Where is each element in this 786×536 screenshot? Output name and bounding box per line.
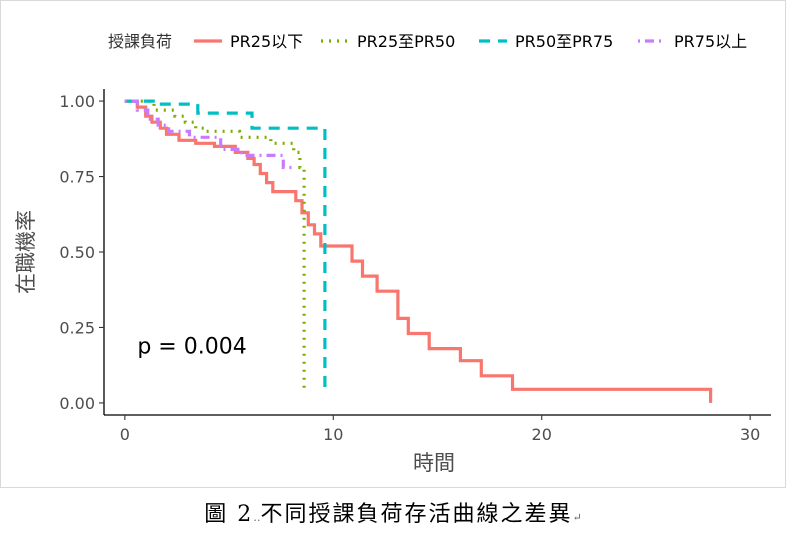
y-tick-label: 0.50 <box>59 243 95 262</box>
series-line-2 <box>124 99 306 391</box>
figure-number: 圖 2 <box>204 502 254 527</box>
caption-text: 不同授課負荷存活曲線之差異 <box>260 502 573 527</box>
series-line-3 <box>124 99 327 394</box>
y-tick-label: 0.75 <box>59 168 95 187</box>
x-axis-title: 時間 <box>413 451 455 475</box>
survival-chart: 授課負荷 PR25以下 PR25至PR50 PR50至PR75 PR75以上 0.00… <box>14 32 771 475</box>
chart-frame: 授課負荷 PR25以下 PR25至PR50 PR50至PR75 PR75以上 0.00… <box>0 0 786 488</box>
y-tick-label: 1.00 <box>59 92 95 111</box>
series-line-4 <box>124 99 292 170</box>
y-axis-title: 在職機率 <box>14 210 38 294</box>
x-tick-label: 20 <box>532 425 552 444</box>
x-tick-label: 0 <box>120 425 130 444</box>
caption-end-mark: ↵ <box>572 511 582 524</box>
y-tick-label: 0.00 <box>59 394 95 413</box>
legend-title: 授課負荷 <box>108 32 172 51</box>
series-line-1 <box>124 99 713 403</box>
legend-label-1: PR25以下 <box>230 32 303 51</box>
p-value-annotation: p = 0.004 <box>137 335 246 360</box>
legend-label-3: PR50至PR75 <box>515 32 613 51</box>
x-tick-label: 10 <box>323 425 343 444</box>
legend-label-2: PR25至PR50 <box>357 32 455 51</box>
legend: 授課負荷 PR25以下 PR25至PR50 PR50至PR75 PR75以上 <box>108 32 747 51</box>
figure-caption: 圖 2‥不同授課負荷存活曲線之差異↵ <box>0 496 786 528</box>
x-tick-label: 30 <box>740 425 760 444</box>
caption-dots: ‥ <box>253 511 261 524</box>
curves <box>124 99 713 403</box>
legend-label-4: PR75以上 <box>674 32 747 51</box>
y-tick-label: 0.25 <box>59 318 95 337</box>
axes: 0.00 0.25 0.50 0.75 1.00 0 10 20 30 <box>59 89 771 444</box>
